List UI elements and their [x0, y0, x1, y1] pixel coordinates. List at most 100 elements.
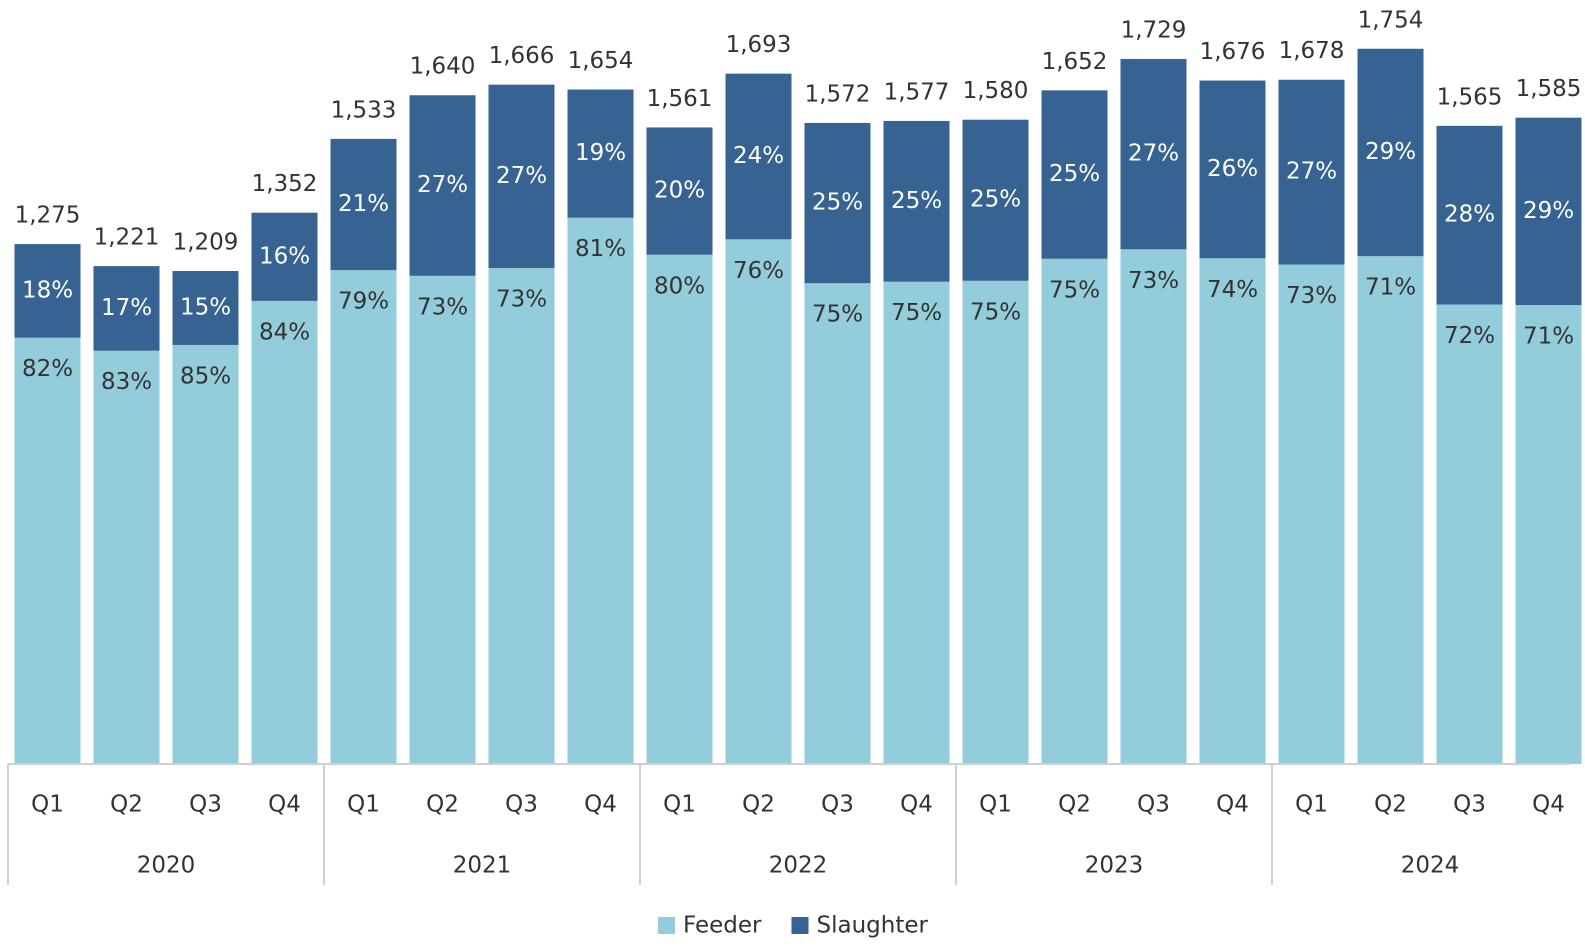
x-tick-label: Q3	[189, 792, 222, 818]
data-label: 27%	[496, 163, 547, 189]
x-tick-label: Q3	[1453, 792, 1486, 818]
total-label: 1,577	[884, 79, 950, 105]
bar-segment	[567, 89, 634, 218]
data-label: 73%	[1128, 268, 1179, 294]
bar-segment	[804, 122, 871, 284]
bar-segment	[567, 217, 634, 764]
bar-segment	[330, 270, 397, 764]
bar-segment	[1436, 125, 1503, 305]
data-label: 25%	[891, 188, 942, 214]
x-tick-label: Q4	[900, 792, 933, 818]
legend-swatch	[658, 917, 675, 934]
group-label: 2024	[1401, 853, 1460, 879]
total-label: 1,693	[726, 32, 792, 58]
x-tick-label: Q4	[584, 792, 617, 818]
bar-segment	[488, 268, 555, 764]
data-label: 82%	[22, 356, 73, 382]
bar-segment	[1278, 264, 1345, 764]
bar-segment	[883, 281, 950, 764]
bar-segment	[1357, 256, 1424, 764]
data-label: 16%	[259, 243, 310, 269]
bar-segment	[962, 119, 1029, 281]
x-tick-label: Q3	[821, 792, 854, 818]
legend-label: Feeder	[683, 913, 762, 939]
bar-segment	[1357, 48, 1424, 257]
data-label: 72%	[1444, 323, 1495, 349]
data-label: 71%	[1523, 324, 1574, 350]
bar-segment	[93, 350, 160, 764]
total-label: 1,221	[94, 225, 160, 251]
bar-segment	[93, 266, 160, 351]
total-label: 1,676	[1200, 39, 1266, 65]
total-label: 1,640	[410, 54, 476, 80]
bar-segment	[1515, 305, 1582, 764]
group-label: 2021	[453, 853, 512, 879]
total-label: 1,565	[1437, 84, 1503, 110]
legend-label: Slaughter	[816, 913, 928, 939]
total-label: 1,678	[1279, 38, 1345, 64]
bar-segment	[1199, 258, 1266, 764]
data-label: 21%	[338, 191, 389, 217]
data-label: 19%	[575, 140, 626, 166]
total-label: 1,666	[489, 43, 555, 69]
bar-segment	[172, 344, 239, 764]
group-label: 2022	[769, 853, 828, 879]
x-tick-label: Q2	[110, 792, 143, 818]
data-label: 20%	[654, 178, 705, 204]
data-label: 25%	[1049, 161, 1100, 187]
data-label: 74%	[1207, 277, 1258, 303]
data-label: 73%	[1286, 283, 1337, 309]
data-label: 73%	[417, 294, 468, 320]
bar-segment	[804, 283, 871, 764]
data-label: 81%	[575, 236, 626, 262]
bar-segment	[1041, 258, 1108, 764]
data-label: 79%	[338, 289, 389, 315]
bar-segment	[646, 254, 713, 765]
total-label: 1,533	[331, 97, 397, 123]
bar-segment	[883, 120, 950, 282]
bar-segment	[1120, 249, 1187, 764]
x-tick-label: Q1	[979, 792, 1012, 818]
group-label: 2020	[137, 853, 196, 879]
data-label: 29%	[1365, 139, 1416, 165]
data-label: 85%	[180, 363, 231, 389]
data-label: 27%	[417, 172, 468, 198]
bar-segment	[14, 244, 81, 338]
data-label: 27%	[1128, 141, 1179, 167]
data-label: 80%	[654, 273, 705, 299]
data-label: 75%	[970, 299, 1021, 325]
bar-segment	[409, 95, 476, 276]
x-tick-label: Q2	[426, 792, 459, 818]
x-tick-label: Q4	[268, 792, 301, 818]
data-label: 25%	[812, 190, 863, 216]
x-tick-label: Q4	[1216, 792, 1249, 818]
x-tick-label: Q1	[663, 792, 696, 818]
x-tick-label: Q1	[347, 792, 380, 818]
data-label: 17%	[101, 295, 152, 321]
bar-segment	[14, 337, 81, 764]
data-label: 25%	[970, 187, 1021, 213]
data-label: 83%	[101, 369, 152, 395]
data-label: 15%	[180, 294, 231, 320]
x-tick-label: Q2	[1058, 792, 1091, 818]
group-label: 2023	[1085, 853, 1144, 879]
x-tick-label: Q2	[742, 792, 775, 818]
bar-segment	[488, 84, 555, 269]
total-label: 1,209	[173, 229, 239, 255]
data-label: 73%	[496, 287, 547, 313]
bar-segment	[646, 127, 713, 255]
total-label: 1,561	[647, 86, 713, 112]
total-label: 1,275	[15, 203, 81, 229]
x-tick-label: Q1	[31, 792, 64, 818]
bar-segment	[330, 138, 397, 271]
x-tick-label: Q2	[1374, 792, 1407, 818]
data-label: 75%	[1049, 277, 1100, 303]
bar-segment	[725, 239, 792, 764]
bar-segment	[1120, 58, 1187, 250]
data-label: 26%	[1207, 156, 1258, 182]
total-label: 1,729	[1121, 17, 1187, 43]
data-label: 76%	[733, 258, 784, 284]
bar-segment	[172, 270, 239, 345]
total-label: 1,585	[1516, 76, 1582, 102]
